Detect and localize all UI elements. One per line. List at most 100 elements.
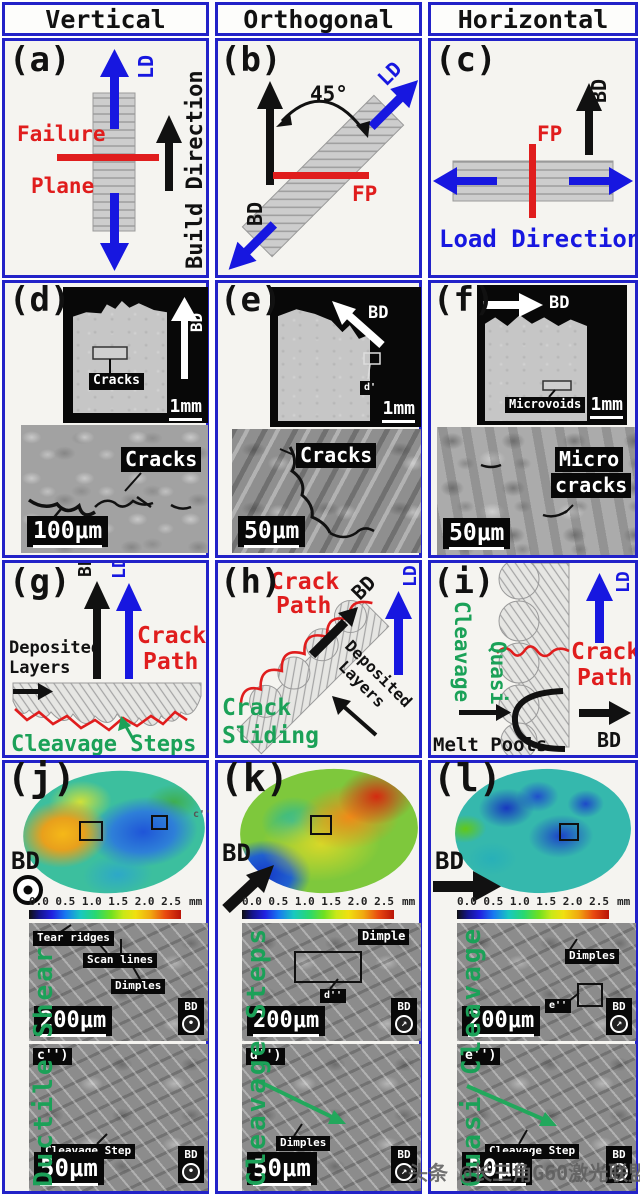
scalebar: 50μm [238, 516, 306, 548]
inset-annotations [483, 293, 572, 398]
roi-callout-label: d'' [320, 989, 347, 1003]
inset-region-label: d' [360, 381, 381, 395]
roi-box [559, 823, 579, 841]
failure-plane-line [57, 154, 159, 161]
scalebar: 50μm [34, 1152, 104, 1186]
fracture-mode-label: Quasi Cleavage [457, 925, 487, 1187]
quasi-label: Quasi [486, 641, 510, 704]
crack-sliding-label-1: Crack [222, 695, 291, 721]
dimples-label: Dimples [111, 979, 166, 994]
inset-scalebar: 1mm [167, 396, 204, 421]
cleavage-arrow [255, 1078, 346, 1137]
micrograph: Cracks 100μm [21, 425, 208, 553]
scalebar: 50μm [247, 1152, 317, 1186]
bd-label: BD [597, 728, 621, 752]
ld-arrow [116, 583, 142, 611]
panel-g: BD LD Crack Path Deposited Layers Cleava… [2, 555, 209, 758]
panel-tag: (k) [220, 756, 289, 800]
bd-label: BD [368, 303, 389, 323]
bd-indicator: BD • [178, 1146, 204, 1183]
bd-tilted-icon: ↗ [610, 1163, 628, 1181]
failure-plane-line [273, 172, 369, 179]
panel-tag: (h) [220, 562, 282, 602]
bd-label: BD [11, 847, 40, 875]
tear-ridges-label: Tear ridges [33, 931, 114, 946]
bd-indicator: BD ↗ [606, 998, 632, 1035]
plane-label: Plane [31, 174, 94, 198]
colorbar [242, 910, 394, 919]
header-vertical: Vertical [2, 2, 209, 36]
panel-tag: (l) [433, 756, 502, 800]
panel-b: BD 45° LD FP (b) [215, 38, 422, 278]
melt-pool-boundary [511, 688, 566, 752]
deposited-layers-shape [12, 682, 202, 726]
bd-indicator: BD • [178, 998, 204, 1035]
watermark: 头条 @长三角G60激光联盟 [408, 1161, 640, 1185]
panel-tag: (j) [7, 756, 76, 800]
roi-callout-label: c'' [193, 809, 212, 820]
crack-label: Crack [571, 639, 635, 665]
panel-a-schematic: LD Failure Plane Build Direction [17, 49, 208, 271]
bd-tilted-icon: ↗ [610, 1015, 628, 1033]
panel-e: BD d' 1mm Cracks 50μm (e) [215, 280, 422, 558]
ld-arrow [385, 591, 412, 619]
panel-i-schematic: Cleavage Quasi Crack Path Melt Pools LD … [433, 558, 640, 760]
layers-label: Layers [9, 658, 70, 678]
bd-indicator: BD ↗ [391, 1146, 417, 1183]
bd-label: BD [549, 293, 570, 313]
panel-tag: (i) [433, 562, 495, 602]
deposited-label: Deposited [9, 638, 101, 658]
inset-cracks-label: Cracks [89, 373, 144, 390]
colorbar [29, 910, 181, 919]
bd-indicator: BD ↗ [391, 998, 417, 1035]
angle-arc [280, 99, 366, 132]
bd-label: BD [222, 839, 251, 867]
ld-label: LD [613, 571, 634, 593]
panel-h-schematic: BD LD Crack Path Deposited Layers Crack … [222, 565, 421, 755]
roi-box [294, 951, 362, 983]
bd-label: BD [186, 312, 206, 333]
failure-label: Failure [17, 122, 106, 146]
inset-scalebar: 1mm [380, 398, 417, 423]
scalebar: 50μm [443, 518, 511, 550]
colorbar-ticks: 0.0 0.5 1.0 1.5 2.0 2.5 [457, 895, 609, 908]
bd-arrow-right [433, 871, 501, 902]
bd-label: BD [347, 571, 381, 605]
bd-arrow-right [519, 293, 543, 317]
melt-pool-pointer-arrow [496, 704, 511, 721]
path-label: Path [276, 593, 331, 619]
crack-traces [480, 463, 574, 518]
micrograph-200um: Tear ridges Scan lines Dimples 200μm BD • [29, 923, 208, 1041]
bd-tilted-icon: ↗ [395, 1163, 413, 1181]
cracks-label: Cracks [121, 447, 202, 472]
bd-label: BD [75, 563, 96, 577]
load-arrow-left [433, 167, 457, 195]
inset-scalebar: 1mm [588, 394, 625, 419]
micrograph-200um: Dimple d'' 200μm BD ↗ [242, 923, 421, 1041]
failure-plane-line [529, 144, 536, 218]
roi-callout-label: e'' [545, 999, 572, 1013]
load-arrow-down [100, 243, 129, 271]
roi-box [310, 815, 332, 835]
bd-arrow [84, 581, 110, 609]
inset-microvoids-label: Microvoids [505, 397, 586, 413]
sub-panel-label: e'') [461, 1048, 501, 1065]
panel-tag: (c) [435, 40, 497, 80]
dimple-label: Dimple [358, 929, 410, 945]
bd-label: BD [587, 79, 611, 103]
panel-tag: (e) [220, 280, 282, 320]
panel-tag: (f) [433, 280, 495, 320]
colorbar-ticks: 0.0 0.5 1.0 1.5 2.0 2.5 [29, 895, 181, 908]
bd-out-of-plane-icon: • [182, 1163, 200, 1181]
panel-tag: (b) [220, 40, 282, 80]
path-label: Path [143, 649, 198, 675]
panel-c-schematic: FP BD Load Direction [433, 79, 640, 253]
header-orthogonal: Orthogonal [215, 2, 422, 36]
crack-sliding-label-2: Sliding [222, 723, 319, 749]
colorbar [457, 910, 609, 919]
ld-label: LD [109, 563, 130, 579]
cleavage-arrow [466, 1084, 557, 1145]
load-arrow-up [100, 49, 129, 77]
scalebar: 200μm [462, 1006, 541, 1037]
